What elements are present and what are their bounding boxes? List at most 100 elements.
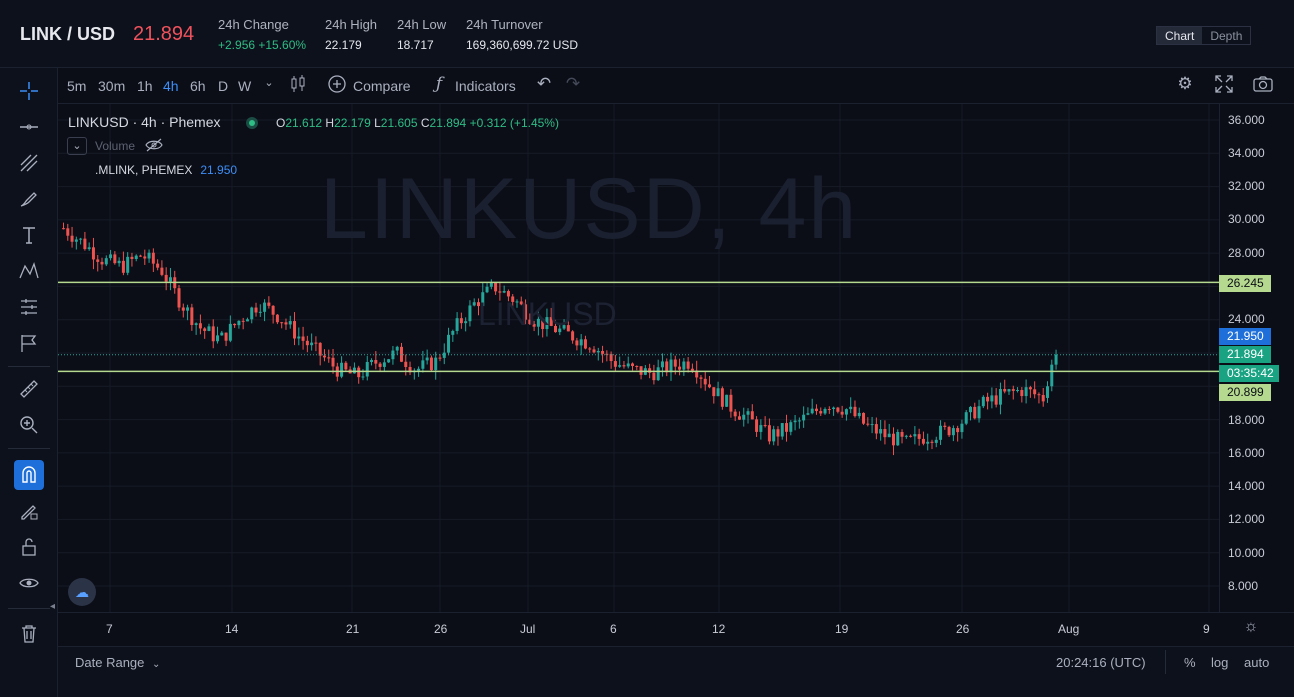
brush-icon[interactable] — [14, 184, 44, 214]
candle-body — [211, 326, 215, 342]
candlestick-plot[interactable] — [58, 104, 1219, 612]
indicators-button[interactable]: Indicators — [455, 78, 516, 94]
candle-body — [720, 388, 724, 407]
candle-body — [1046, 386, 1049, 398]
add-compare-icon[interactable] — [326, 74, 348, 96]
undo-icon[interactable]: ↶ — [536, 74, 552, 93]
utc-clock[interactable]: 20:24:16 (UTC) — [1056, 655, 1146, 670]
timeframe-6h[interactable]: 6h — [190, 78, 206, 94]
unlock-icon[interactable] — [14, 532, 44, 562]
price-tick: 10.000 — [1228, 546, 1265, 560]
date-range-button[interactable]: Date Range ⌄ — [75, 655, 160, 670]
symbol-legend[interactable]: LINKUSD · 4h · Phemex — [68, 114, 221, 130]
time-tick: 12 — [712, 622, 726, 636]
zoom-in-icon[interactable] — [14, 410, 44, 440]
candle-body — [378, 363, 382, 367]
horizontal-line-icon[interactable] — [14, 112, 44, 142]
timeframe-w[interactable]: W — [238, 78, 252, 94]
pattern-icon[interactable] — [14, 256, 44, 286]
candle-body — [451, 330, 455, 335]
auto-scale-toggle[interactable]: auto — [1244, 655, 1270, 670]
candle-body — [395, 346, 399, 351]
time-tick: 26 — [434, 622, 448, 636]
candle-body — [986, 396, 990, 402]
magnet-icon[interactable] — [14, 460, 44, 490]
candle-body — [126, 256, 130, 273]
candle-body — [442, 352, 446, 358]
time-axis[interactable] — [58, 612, 1294, 646]
timeframe-5m[interactable]: 5m — [67, 78, 87, 94]
timeframe-d[interactable]: D — [218, 78, 229, 94]
candle-body — [216, 335, 220, 342]
level-tag-upper[interactable]: 26.245 — [1219, 275, 1271, 292]
ruler-icon[interactable] — [14, 374, 44, 404]
text-tool-icon[interactable] — [14, 220, 44, 250]
collapse-legend-button[interactable]: ⌄ — [67, 137, 87, 155]
time-tick: 21 — [346, 622, 360, 636]
candle-type-icon[interactable] — [287, 74, 309, 96]
timeframe-1h[interactable]: 1h — [137, 78, 153, 94]
candle-body — [870, 424, 874, 426]
fullscreen-icon[interactable] — [1213, 74, 1235, 96]
eye-off-icon[interactable] — [145, 138, 163, 155]
open-key: O — [276, 116, 286, 130]
candle-body — [827, 409, 831, 411]
candle-body — [1050, 364, 1054, 387]
time-tick: 14 — [225, 622, 239, 636]
candle-body — [417, 368, 421, 371]
candle-body — [104, 258, 108, 265]
candle-body — [528, 319, 532, 324]
price-chart[interactable] — [58, 104, 1219, 612]
candle-body — [258, 311, 262, 313]
time-tick: 9 — [1203, 622, 1210, 636]
time-axis-settings-icon[interactable]: ☼ — [1243, 618, 1259, 635]
redo-icon[interactable]: ↷ — [565, 74, 581, 93]
log-scale-toggle[interactable]: log — [1211, 655, 1229, 670]
candle-body — [100, 261, 104, 265]
pair-name[interactable]: LINK / USD — [20, 24, 116, 44]
candle-body — [917, 434, 921, 439]
chevron-down-icon[interactable]: ⌄ — [264, 77, 274, 89]
candle-body — [609, 353, 613, 362]
percent-scale-toggle[interactable]: % — [1184, 655, 1196, 670]
lock-drawing-icon[interactable] — [14, 496, 44, 526]
price-tick: 16.000 — [1228, 446, 1265, 460]
candle-body — [750, 411, 754, 420]
tab-chart[interactable]: Chart — [1157, 27, 1203, 44]
candle-body — [853, 406, 857, 417]
status-dot-icon — [246, 117, 258, 129]
candle-body — [468, 305, 472, 322]
candle-body — [742, 414, 746, 420]
candle-body — [733, 411, 737, 417]
timeframe-4h[interactable]: 4h — [163, 78, 179, 94]
timeframe-30m[interactable]: 30m — [98, 78, 126, 94]
function-icon[interactable]: ƒ — [435, 74, 443, 94]
candle-body — [1028, 387, 1032, 390]
trash-icon[interactable] — [14, 618, 44, 648]
trend-line-icon[interactable] — [14, 148, 44, 178]
candle-body — [571, 331, 575, 341]
candle-body — [66, 228, 70, 236]
candle-body — [476, 302, 480, 307]
candle-body — [618, 365, 622, 367]
time-tick: Aug — [1058, 622, 1080, 636]
candle-body — [96, 259, 100, 262]
candle-body — [404, 361, 408, 367]
candle-body — [241, 320, 245, 322]
prediction-icon[interactable] — [14, 292, 44, 322]
candle-body — [305, 340, 309, 346]
gear-icon[interactable]: ⚙ — [1177, 74, 1193, 93]
eye-icon[interactable] — [14, 568, 44, 598]
level-tag-lower[interactable]: 20.899 — [1219, 384, 1271, 401]
collapse-toolbar-icon[interactable]: ◂ — [50, 601, 56, 612]
candle-body — [635, 365, 639, 367]
camera-icon[interactable] — [1252, 74, 1274, 96]
candle-body — [545, 317, 549, 330]
candle-body — [532, 323, 536, 327]
brand-cloud-icon[interactable]: ☁ — [68, 578, 96, 606]
candle-body — [1011, 389, 1015, 391]
compare-button[interactable]: Compare — [353, 78, 411, 94]
crosshair-icon[interactable] — [14, 76, 44, 106]
tab-depth[interactable]: Depth — [1210, 29, 1243, 43]
flag-icon[interactable] — [14, 328, 44, 358]
